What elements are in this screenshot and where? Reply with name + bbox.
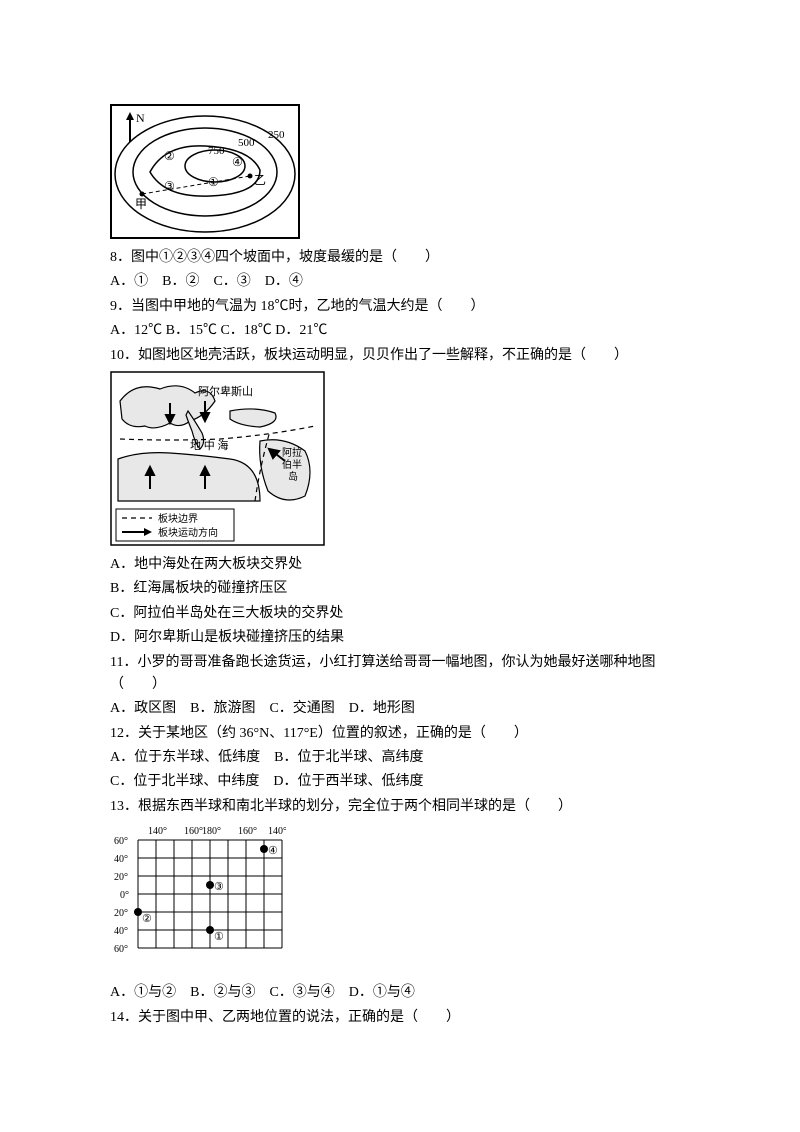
q8-text: 8．图中①②③④四个坡面中，坡度最缓的是（ ） <box>110 247 690 269</box>
ylab-6: 60° <box>114 944 128 955</box>
q10-opt-d: D．阿尔卑斯山是板块碰撞挤压的结果 <box>110 627 690 649</box>
xlab-2: 180° <box>202 826 221 837</box>
legend-boundary: 板块边界 <box>158 512 198 525</box>
q8-opts: A．① B．② C．③ D．④ <box>110 271 690 293</box>
xlab-4: 140° <box>268 826 286 837</box>
q10-text: 10．如图地区地壳活跃，板块运动明显，贝贝作出了一些解释，不正确的是（ ） <box>110 345 690 367</box>
point-jia: 甲 <box>135 197 147 211</box>
marker-4: ④ <box>232 155 243 169</box>
label-med: 地 中 海 <box>190 438 229 452</box>
q12-text: 12．关于某地区（约 36°N、117°E）位置的叙述，正确的是（ ） <box>110 723 690 745</box>
ylab-3: 0° <box>120 890 129 901</box>
contour-750: 750 <box>208 145 225 157</box>
marker-3: ③ <box>164 179 175 193</box>
ylab-4: 20° <box>114 908 128 919</box>
label-alps: 阿尔卑斯山 <box>198 384 253 398</box>
q10-opt-a: A．地中海处在两大板块交界处 <box>110 554 690 576</box>
ylab-0: 60° <box>114 836 128 847</box>
marker-1: ① <box>208 175 219 189</box>
q13-text: 13．根据东西半球和南北半球的划分，完全位于两个相同半球的是（ ） <box>110 796 690 818</box>
q12-opts1: A．位于东半球、低纬度 B．位于北半球、高纬度 <box>110 747 690 769</box>
pt-4: ④ <box>268 845 278 857</box>
q10-opt-b: B．红海属板块的碰撞挤压区 <box>110 578 690 600</box>
ylab-5: 40° <box>114 926 128 937</box>
ylab-2: 20° <box>114 872 128 883</box>
pt-2: ② <box>142 913 152 925</box>
label-arabia1: 阿拉 <box>282 446 302 459</box>
xlab-1: 160° <box>184 826 203 837</box>
ylab-1: 40° <box>114 854 128 865</box>
q11-text: 11．小罗的哥哥准备跑长途货运，小红打算送给哥哥一幅地图，你认为她最好送哪种地图… <box>110 652 690 697</box>
q9-opts: A．12℃ B．15℃ C．18℃ D．21℃ <box>110 320 690 342</box>
pt-3: ③ <box>214 881 224 893</box>
plate-map-figure: 阿尔卑斯山 地 中 海 阿拉 伯半 岛 板块边界 板块运动方向 <box>110 371 690 546</box>
pt-1: ① <box>214 931 224 943</box>
q9-text: 9．当图中甲地的气温为 18℃时，乙地的气温大约是（ ） <box>110 296 690 318</box>
label-arabia2: 伯半 <box>282 458 302 471</box>
q11-opts: A．政区图 B．旅游图 C．交通图 D．地形图 <box>110 698 690 720</box>
q13-opts: A．①与② B．②与③ C．③与④ D．①与④ <box>110 982 690 1004</box>
q12-opts2: C．位于北半球、中纬度 D．位于西半球、低纬度 <box>110 771 690 793</box>
xlab-0: 140° <box>148 826 167 837</box>
q10-opt-c: C．阿拉伯半岛处在三大板块的交界处 <box>110 603 690 625</box>
q14-text: 14．关于图中甲、乙两地位置的说法，正确的是（ ） <box>110 1007 690 1029</box>
label-arabia3: 岛 <box>288 470 298 483</box>
contour-500: 500 <box>238 137 255 149</box>
north-label: N <box>136 111 145 125</box>
marker-2: ② <box>164 149 175 163</box>
latlong-grid-figure: 140° 160° 180° 160° 140° 60° 40° 20° 0° … <box>110 822 690 974</box>
xlab-3: 160° <box>238 826 257 837</box>
point-yi: 乙 <box>254 173 266 187</box>
legend-motion: 板块运动方向 <box>158 526 218 539</box>
contour-250: 250 <box>268 129 285 141</box>
contour-map-figure: N 750 500 250 甲 乙 ① ② ③ ④ <box>110 104 690 239</box>
